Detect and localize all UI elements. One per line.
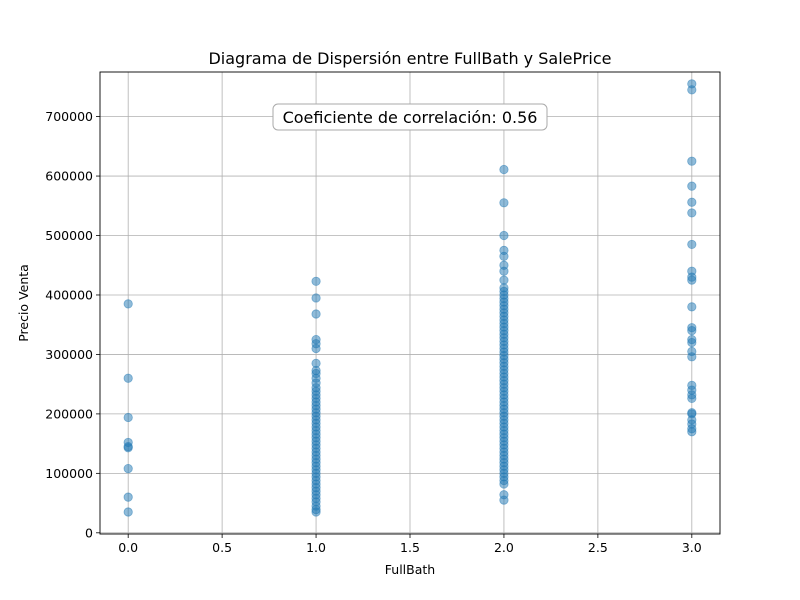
x-axis: 0.0 0.5 1.0 1.5 2.0 2.5 3.0 [118, 534, 702, 555]
scatter-point [123, 463, 133, 474]
scatter-point [687, 197, 697, 207]
scatter-point [687, 380, 697, 390]
scatter-point [123, 299, 133, 309]
scatter-point [499, 198, 509, 208]
y-tick-label: 300000 [45, 347, 93, 362]
x-axis-label: FullBath [385, 562, 435, 577]
scatter-point [687, 408, 697, 418]
scatter-point [687, 156, 697, 166]
scatter-point [123, 373, 133, 383]
annotation-text: Coeficiente de correlación: 0.56 [283, 108, 538, 127]
y-tick-label: 700000 [45, 109, 93, 124]
annotation-box [272, 103, 548, 131]
scatter-point [687, 208, 697, 218]
scatter-point [499, 260, 509, 270]
scatter-point [123, 412, 133, 423]
scatter-point [123, 492, 133, 502]
scatter-point [499, 275, 509, 285]
plot-area [99, 71, 721, 535]
scatter-point [123, 507, 133, 517]
scatter-point [499, 164, 509, 175]
scatter-point [687, 79, 697, 89]
scatter-point [687, 181, 697, 191]
y-tick-label: 600000 [45, 169, 93, 184]
chart-title: Diagrama de Dispersión entre FullBath y … [208, 49, 611, 68]
points-layer [123, 79, 697, 517]
x-tick-label: 1.0 [306, 540, 326, 555]
y-tick-label: 0 [85, 525, 93, 540]
y-tick-label: 100000 [45, 466, 93, 481]
scatter-point [311, 309, 321, 319]
x-tick-label: 1.5 [400, 540, 420, 555]
scatter-point [311, 334, 321, 345]
scatter-point [499, 283, 509, 293]
x-tick-label: 2.0 [494, 540, 514, 555]
correlation-annotation: Coeficiente de correlación: 0.56 [272, 103, 548, 131]
y-axis-label: Precio Venta [16, 264, 31, 342]
scatter-point [687, 334, 697, 345]
x-tick-label: 0.0 [118, 540, 138, 555]
scatter-point [687, 239, 697, 250]
scatter-point [687, 346, 697, 357]
scatter-point [311, 276, 321, 286]
scatter-point [311, 358, 321, 368]
scatter-point [499, 245, 509, 255]
scatter-point [123, 437, 133, 448]
y-axis: 0 100000 200000 300000 400000 500000 600000 700… [45, 109, 100, 540]
scatter-point [687, 266, 697, 276]
x-tick-label: 3.0 [682, 540, 702, 555]
y-tick-label: 400000 [45, 287, 93, 302]
scatter-point [687, 302, 697, 312]
x-tick-label: 2.5 [588, 540, 608, 555]
scatter-point [311, 293, 321, 303]
scatter-point [499, 230, 509, 241]
y-tick-label: 200000 [45, 406, 93, 421]
scatter-point [499, 490, 509, 500]
x-tick-label: 0.5 [212, 540, 232, 555]
y-tick-label: 500000 [45, 228, 93, 243]
scatter-point [687, 323, 697, 333]
